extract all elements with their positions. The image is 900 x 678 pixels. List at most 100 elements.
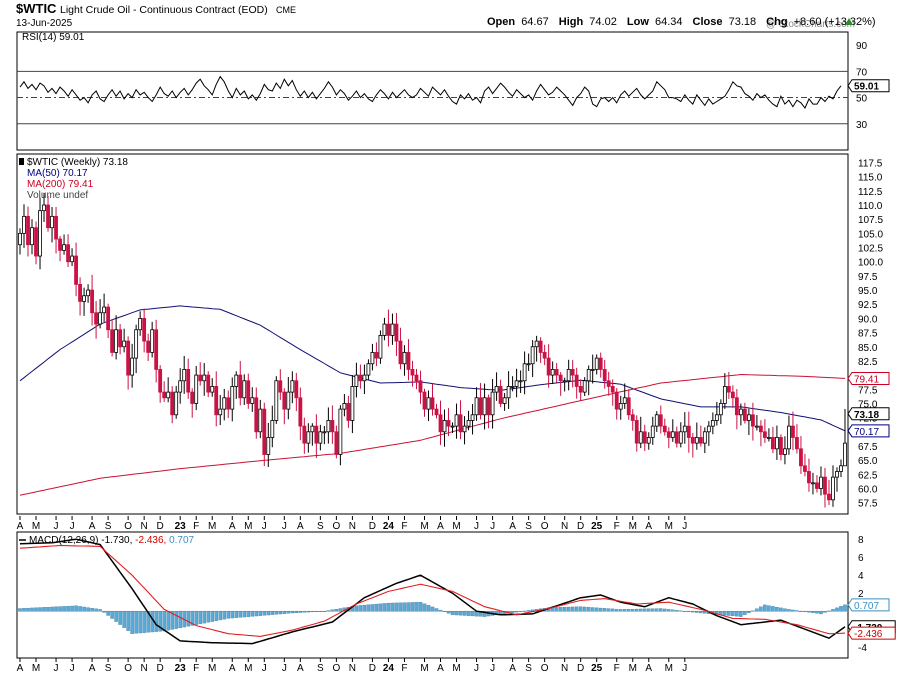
histogram-bar <box>703 611 707 614</box>
histogram-bar <box>382 603 387 612</box>
rsi-last-value-tag <box>847 79 890 93</box>
candle <box>638 416 643 449</box>
candle <box>114 315 119 360</box>
candle <box>522 351 527 395</box>
candle <box>642 424 647 451</box>
histogram-bar <box>783 608 787 612</box>
candle <box>726 371 731 399</box>
candle <box>122 328 127 353</box>
histogram-bar <box>174 611 178 629</box>
macd-legend: MACD(12,26,9) -1.730, -2.436, 0.707 <box>29 535 195 546</box>
candle <box>158 365 163 403</box>
histogram-bar <box>743 611 747 615</box>
candle <box>406 339 411 381</box>
candle <box>622 383 627 409</box>
candle <box>370 343 375 371</box>
histogram-bar <box>318 611 323 612</box>
x-axis-label: M <box>244 521 252 532</box>
histogram-bar <box>803 611 807 612</box>
candle <box>570 360 575 388</box>
candle-body <box>194 374 199 404</box>
candle <box>38 197 42 270</box>
candle <box>150 321 155 358</box>
candle <box>843 409 847 467</box>
histogram-bar <box>763 604 767 612</box>
candle-body <box>582 380 587 393</box>
candle <box>618 395 623 420</box>
candle <box>582 377 587 397</box>
candle <box>486 394 491 429</box>
candle <box>58 235 62 262</box>
histogram-bar <box>643 608 647 612</box>
candle-body <box>130 357 135 376</box>
x-axis-label: M <box>208 521 216 532</box>
candle-body <box>430 397 435 410</box>
price-panel: 117.5 115.0 112.5 110.0 107.5 105.0 102.5 100.0… <box>16 153 890 515</box>
price-frame <box>16 153 849 515</box>
candle-body <box>606 380 611 387</box>
candle <box>710 412 715 435</box>
candle <box>338 405 343 466</box>
candle-body <box>807 471 811 484</box>
candle-body <box>30 227 34 246</box>
candle-body <box>470 414 475 421</box>
candle-body <box>590 369 595 371</box>
candle-body <box>346 403 351 421</box>
candle <box>462 416 467 445</box>
price-tick-label: 62.5 <box>858 470 878 481</box>
x-axis-label: J <box>262 521 267 532</box>
candle-body <box>226 397 231 410</box>
candle-body <box>602 369 607 382</box>
candle-body <box>310 425 315 433</box>
histogram-bar <box>46 607 50 612</box>
rsi-panel: 90 70 50 30 RSI(14) 59.01 59.01 <box>16 31 890 151</box>
x-axis-label: J <box>490 663 495 673</box>
x-axis-label: A <box>297 521 304 532</box>
candle <box>490 379 495 429</box>
candle-body <box>534 340 539 348</box>
candle <box>811 472 815 495</box>
histogram-bar <box>418 602 423 612</box>
candle-body <box>234 374 239 387</box>
candle <box>198 362 203 386</box>
candle <box>594 354 599 375</box>
histogram-bar <box>671 609 675 612</box>
x-axis-label: N <box>141 521 148 532</box>
histogram-bar <box>394 602 399 612</box>
histogram-bar <box>679 610 683 612</box>
candle-body <box>658 414 663 427</box>
candle <box>138 311 143 336</box>
price-tick-label: 75.0 <box>858 399 878 410</box>
histogram-bar <box>799 610 803 612</box>
histogram-bar <box>226 611 231 619</box>
candle <box>434 403 439 419</box>
candle <box>534 335 539 362</box>
candle-body <box>94 312 98 325</box>
up-arrow-icon <box>845 18 853 25</box>
candle-body <box>502 397 507 404</box>
histogram-bar <box>26 607 30 612</box>
candle <box>714 401 719 426</box>
candle <box>366 359 371 380</box>
histogram-bar <box>238 611 243 618</box>
candle <box>126 336 131 390</box>
candle <box>602 359 607 389</box>
x-axis-label: A <box>229 521 236 532</box>
candle <box>154 319 159 383</box>
macd-tick-label: -4 <box>858 643 867 654</box>
candle-body <box>674 431 679 444</box>
candle-body <box>678 431 683 444</box>
candle <box>598 352 603 378</box>
candle-body <box>406 352 411 370</box>
candle-body <box>326 420 331 433</box>
candle-body <box>490 391 495 416</box>
histogram-bar <box>835 607 839 612</box>
candle <box>82 287 86 316</box>
x-axis-label: A <box>645 521 652 532</box>
candle-body <box>114 329 119 353</box>
candle-body <box>730 391 735 399</box>
candle-body <box>446 420 451 427</box>
candle-body <box>274 380 279 421</box>
histogram-bar <box>450 611 455 615</box>
macd-last-value: 0.707 <box>854 601 879 612</box>
